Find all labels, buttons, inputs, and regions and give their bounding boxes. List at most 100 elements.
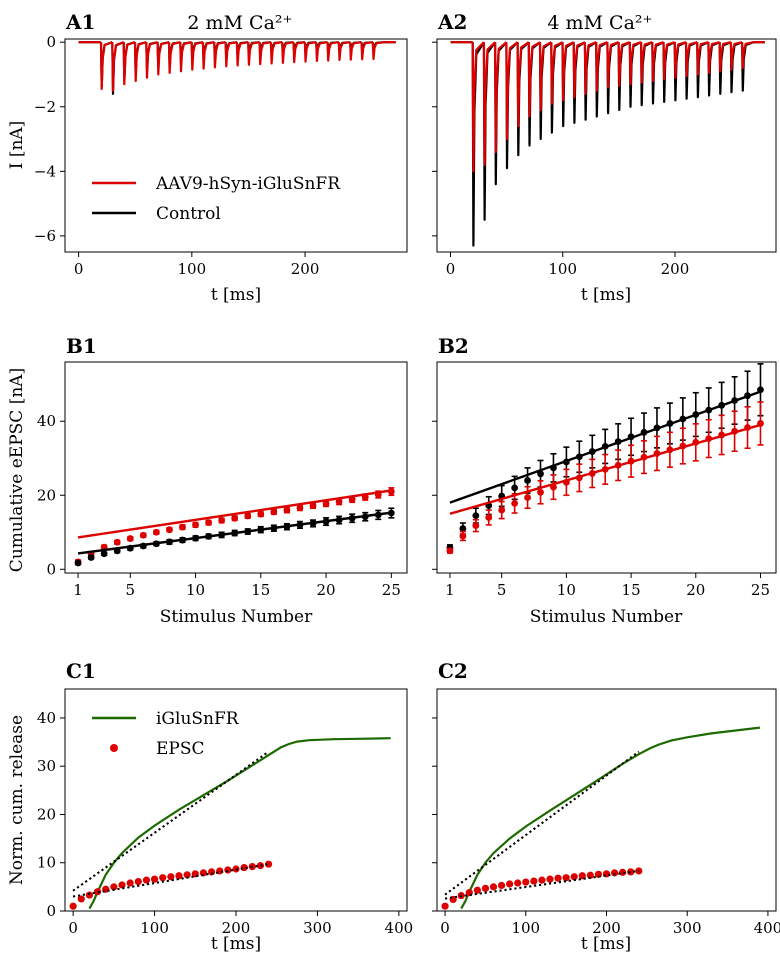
data-point [705, 435, 713, 443]
epsc-peak [371, 41, 385, 61]
data-point [152, 528, 160, 536]
data-point [192, 534, 199, 542]
epsc-peak [224, 41, 238, 68]
y-tick-label: −6 [34, 227, 56, 245]
data-point [619, 868, 627, 876]
axes-frame [64, 38, 408, 253]
data-point [546, 875, 554, 883]
data-point [183, 871, 191, 879]
data-point [506, 880, 514, 888]
series-points [74, 487, 395, 566]
data-point [244, 528, 252, 535]
data-point [139, 531, 147, 539]
data-point [562, 458, 570, 466]
series-trace [450, 41, 765, 173]
data-point [152, 540, 160, 548]
epsc-peak [111, 41, 125, 92]
data-point [159, 874, 167, 882]
legend-label-epsc: EPSC [156, 739, 205, 759]
data-point [744, 392, 751, 400]
data-point [718, 401, 726, 409]
data-point [562, 478, 570, 486]
x-tick-label: 0 [68, 919, 78, 937]
data-point [627, 868, 635, 876]
x-tick-label: 1 [73, 581, 83, 599]
data-point [231, 514, 239, 522]
epsc-peak [640, 41, 653, 84]
axes-frame [436, 38, 777, 253]
data-point [441, 902, 449, 910]
epsc-peak [247, 41, 260, 66]
data-point [87, 554, 95, 561]
y-axis-label: I [nA] [7, 121, 27, 170]
series-points [446, 401, 764, 555]
plot-area: 1 5 10 15 20 25 [432, 363, 770, 599]
data-point [387, 488, 395, 495]
epsc-peak [145, 41, 158, 79]
data-point [538, 876, 546, 884]
axes-frame [436, 688, 777, 912]
data-point [270, 524, 278, 532]
data-point [446, 547, 454, 555]
data-point [296, 504, 304, 512]
data-point [498, 506, 506, 514]
plot-content [78, 41, 396, 95]
epsc-peak [617, 41, 631, 87]
epsc-peak [482, 41, 496, 166]
legend: iGluSnFR EPSC [92, 709, 240, 759]
x-tick-label: 1 [445, 581, 455, 599]
data-point [524, 477, 531, 484]
plot-area: 0 100 200 −6 −4 −2 0 [34, 33, 396, 278]
data-point [218, 531, 226, 539]
epsc-peak [662, 41, 676, 81]
data-point [100, 550, 108, 558]
data-point [175, 872, 183, 880]
data-point [511, 484, 519, 492]
x-tick-label: 200 [661, 260, 690, 278]
epsc-peak [269, 41, 283, 65]
data-point [497, 881, 506, 890]
panel-a1: A1 2 mM Ca²⁺ 0 100 200 −6 −4 −2 0 AAV9-hSyn-iG… [7, 10, 408, 305]
data-point [283, 523, 291, 531]
data-point [244, 512, 252, 520]
epsc-peak [684, 41, 698, 78]
data-point [134, 877, 142, 886]
data-point [692, 438, 700, 446]
panel-label: B2 [438, 334, 469, 358]
plot-area: 0 100 200 300 400 0 10 20 30 40 [37, 709, 413, 937]
y-tick-label: 0 [46, 902, 56, 920]
epsc-peak [707, 41, 720, 74]
data-point [77, 895, 85, 903]
data-point [205, 519, 212, 527]
x-axis-label: t [ms] [581, 285, 631, 305]
data-point [142, 876, 151, 884]
epsc-peak [538, 41, 552, 112]
data-point [575, 474, 583, 482]
data-point [550, 483, 557, 491]
data-point [110, 883, 118, 891]
x-tick-label: 100 [548, 260, 577, 278]
data-point [205, 532, 212, 540]
data-point [322, 518, 330, 525]
data-point [283, 506, 291, 514]
data-point [640, 453, 648, 461]
data-point [387, 509, 395, 517]
y-axis-label: Cumulative eEPSC [nA] [7, 368, 27, 572]
data-point [610, 869, 619, 877]
epsc-peak [292, 41, 306, 64]
data-point [562, 874, 570, 882]
data-point [481, 884, 490, 892]
fit-line-overlay [444, 750, 640, 896]
x-tick-label: 20 [317, 581, 336, 599]
panel-label: C1 [66, 659, 96, 683]
data-point [588, 470, 596, 477]
epsc-peak [303, 41, 317, 63]
data-point [374, 511, 382, 519]
panel-label: A2 [437, 10, 467, 34]
series-line [460, 726, 761, 910]
data-point [731, 397, 738, 404]
data-point [118, 881, 126, 889]
data-point [166, 538, 173, 546]
series-points [69, 860, 273, 910]
